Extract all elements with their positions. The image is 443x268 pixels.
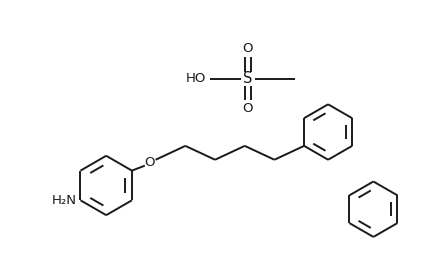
Text: O: O — [242, 42, 253, 55]
Text: S: S — [243, 71, 253, 86]
Text: HO: HO — [186, 72, 206, 85]
Text: O: O — [144, 156, 155, 169]
Text: H₂N: H₂N — [51, 194, 77, 207]
Text: O: O — [242, 102, 253, 115]
